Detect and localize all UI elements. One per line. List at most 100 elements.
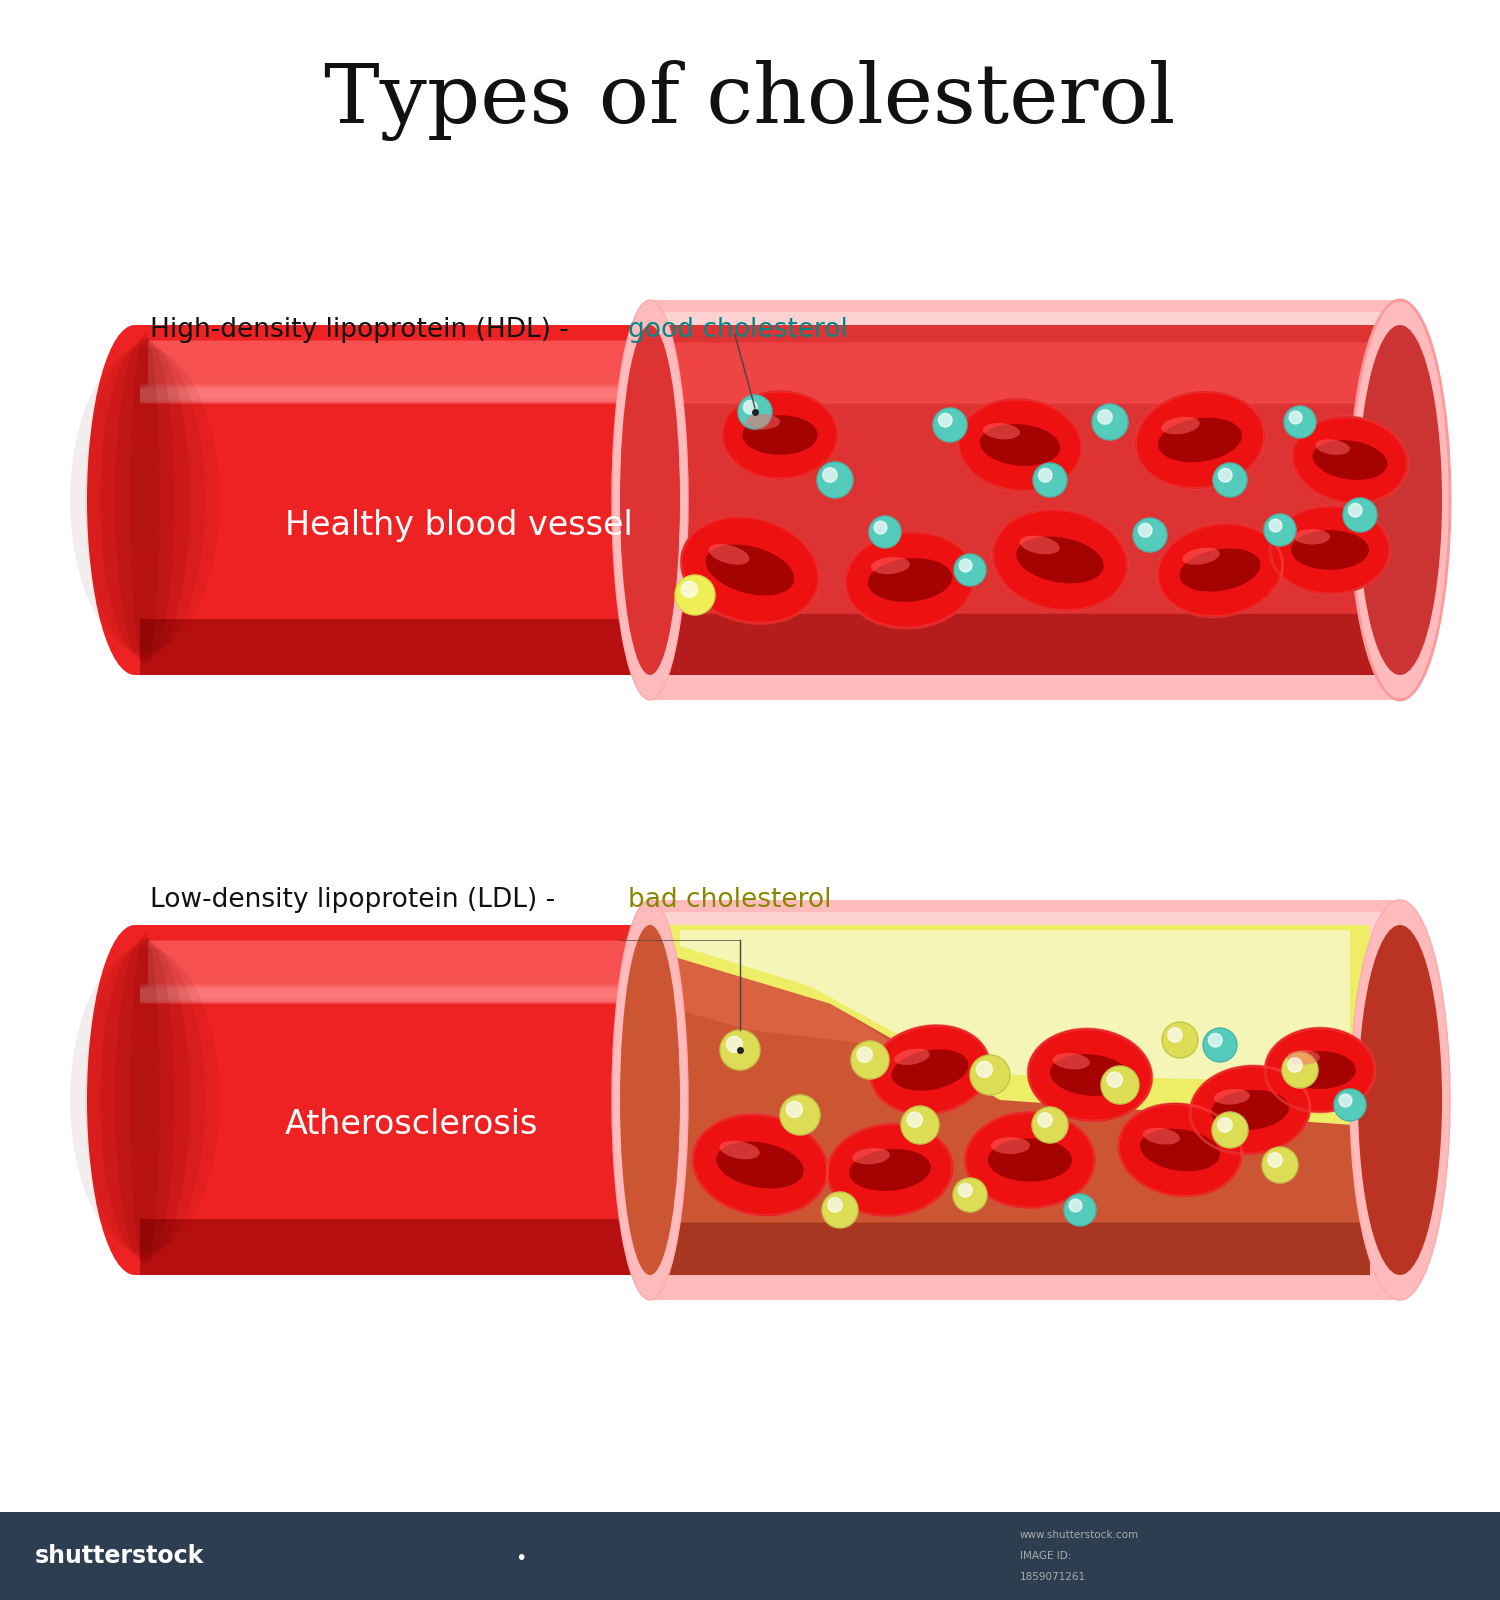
FancyBboxPatch shape [135,925,650,1275]
Circle shape [954,554,986,586]
FancyBboxPatch shape [0,1512,1500,1600]
Circle shape [1101,1066,1138,1104]
Ellipse shape [852,1149,889,1165]
Ellipse shape [100,941,190,1259]
Circle shape [744,400,758,414]
Circle shape [1268,1152,1282,1166]
Ellipse shape [844,531,975,629]
FancyBboxPatch shape [650,614,1400,675]
Ellipse shape [1190,1066,1310,1154]
FancyBboxPatch shape [140,384,640,398]
Circle shape [874,522,886,534]
Ellipse shape [612,301,689,701]
FancyBboxPatch shape [148,341,632,394]
Polygon shape [656,925,1370,1126]
Circle shape [1214,462,1246,498]
Circle shape [1340,1094,1352,1107]
Ellipse shape [708,544,750,565]
Ellipse shape [1270,506,1390,594]
Ellipse shape [612,899,689,1299]
Ellipse shape [722,390,839,478]
Circle shape [1138,523,1152,538]
Ellipse shape [70,347,220,653]
Circle shape [780,1094,820,1134]
Ellipse shape [982,422,1020,440]
Text: IMAGE ID:: IMAGE ID: [1020,1550,1071,1562]
Ellipse shape [1358,925,1442,1275]
Ellipse shape [1119,1104,1242,1197]
Circle shape [856,1046,873,1062]
Ellipse shape [987,1138,1072,1181]
Ellipse shape [100,341,190,659]
Ellipse shape [849,1149,932,1190]
Ellipse shape [871,557,910,574]
Ellipse shape [86,944,206,1256]
Ellipse shape [87,925,183,1275]
FancyBboxPatch shape [650,899,1400,1299]
Ellipse shape [116,938,176,1262]
Text: Low-density lipoprotein (LDL) -: Low-density lipoprotein (LDL) - [150,886,564,914]
FancyBboxPatch shape [140,1219,640,1275]
Ellipse shape [894,1048,930,1066]
Polygon shape [656,952,1370,1275]
Ellipse shape [1140,1128,1220,1171]
Circle shape [828,1198,842,1213]
Circle shape [1162,1022,1198,1058]
FancyBboxPatch shape [656,1222,1370,1275]
Ellipse shape [681,517,819,624]
FancyBboxPatch shape [140,387,640,402]
Circle shape [1264,514,1296,546]
Circle shape [958,1184,972,1197]
Circle shape [1032,1107,1068,1142]
Polygon shape [656,952,900,1048]
Circle shape [850,1042,889,1078]
Circle shape [1203,1029,1237,1062]
Ellipse shape [958,398,1082,491]
Ellipse shape [1210,1090,1288,1130]
Ellipse shape [1293,416,1407,504]
Circle shape [1064,1194,1096,1226]
Ellipse shape [717,1141,804,1189]
Ellipse shape [1316,440,1350,454]
FancyBboxPatch shape [140,986,640,1000]
FancyBboxPatch shape [650,325,1400,675]
Ellipse shape [1158,418,1242,462]
Ellipse shape [868,558,952,602]
FancyBboxPatch shape [140,989,640,1003]
FancyBboxPatch shape [650,312,1400,339]
Circle shape [1284,406,1316,438]
Text: High-density lipoprotein (HDL) -: High-density lipoprotein (HDL) - [150,317,578,342]
Ellipse shape [1294,530,1330,544]
Ellipse shape [1053,1053,1090,1069]
Circle shape [1092,403,1128,440]
Ellipse shape [1214,1090,1249,1104]
FancyBboxPatch shape [140,382,640,397]
Circle shape [939,413,952,427]
Circle shape [1348,504,1362,517]
Ellipse shape [1136,392,1264,488]
Circle shape [952,1178,987,1213]
Ellipse shape [1028,1029,1152,1122]
Ellipse shape [1179,549,1260,592]
Ellipse shape [993,509,1128,611]
Ellipse shape [1161,418,1200,434]
FancyBboxPatch shape [140,390,640,403]
Ellipse shape [1182,547,1219,565]
Ellipse shape [1350,301,1450,701]
FancyBboxPatch shape [140,982,640,997]
Circle shape [1038,469,1052,482]
Circle shape [1098,410,1112,424]
Circle shape [1288,1058,1302,1072]
FancyBboxPatch shape [650,342,1400,403]
Ellipse shape [116,338,176,662]
Text: bad cholesterol: bad cholesterol [628,886,831,914]
Ellipse shape [705,544,795,595]
FancyBboxPatch shape [140,619,640,675]
Ellipse shape [992,1138,1030,1154]
Ellipse shape [620,325,680,675]
Circle shape [1038,1112,1052,1126]
FancyBboxPatch shape [140,982,640,997]
Text: good cholesterol: good cholesterol [628,317,848,342]
FancyBboxPatch shape [650,912,1400,939]
Text: •: • [514,1549,526,1568]
